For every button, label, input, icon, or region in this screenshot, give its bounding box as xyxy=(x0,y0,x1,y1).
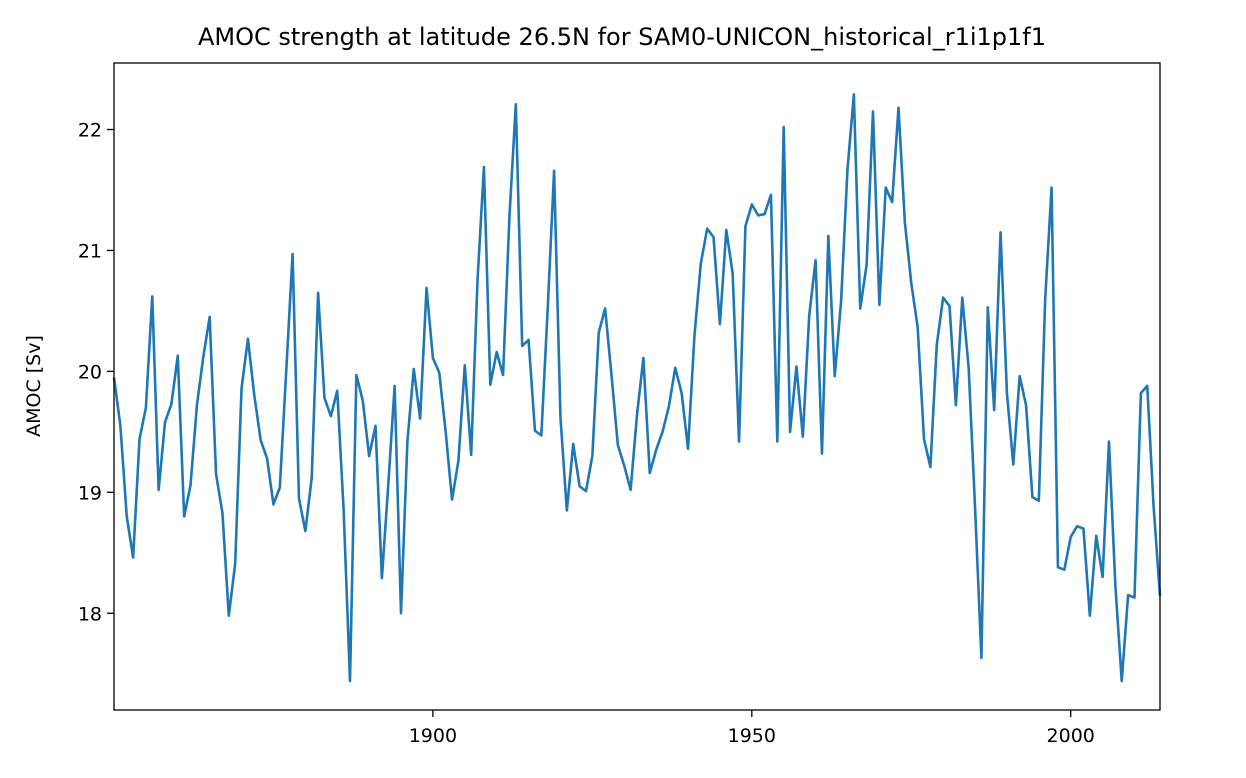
x-tick-label: 2000 xyxy=(1047,725,1095,747)
chart-title: AMOC strength at latitude 26.5N for SAM0… xyxy=(198,23,1046,51)
y-tick-label: 20 xyxy=(78,361,102,383)
x-tick-label: 1950 xyxy=(728,725,776,747)
y-tick-label: 21 xyxy=(78,240,102,262)
y-tick-label: 22 xyxy=(78,120,102,142)
y-tick-label: 18 xyxy=(78,603,102,625)
axis-ticks: 1900 1950 2000 18 19 20 21 22 xyxy=(78,120,1095,747)
y-tick-label: 19 xyxy=(78,482,102,504)
plot-area-frame xyxy=(113,62,1161,711)
y-axis-label: AMOC [Sv] xyxy=(23,335,45,437)
x-tick-label: 1900 xyxy=(409,725,457,747)
series-line-amoc xyxy=(112,93,1162,683)
